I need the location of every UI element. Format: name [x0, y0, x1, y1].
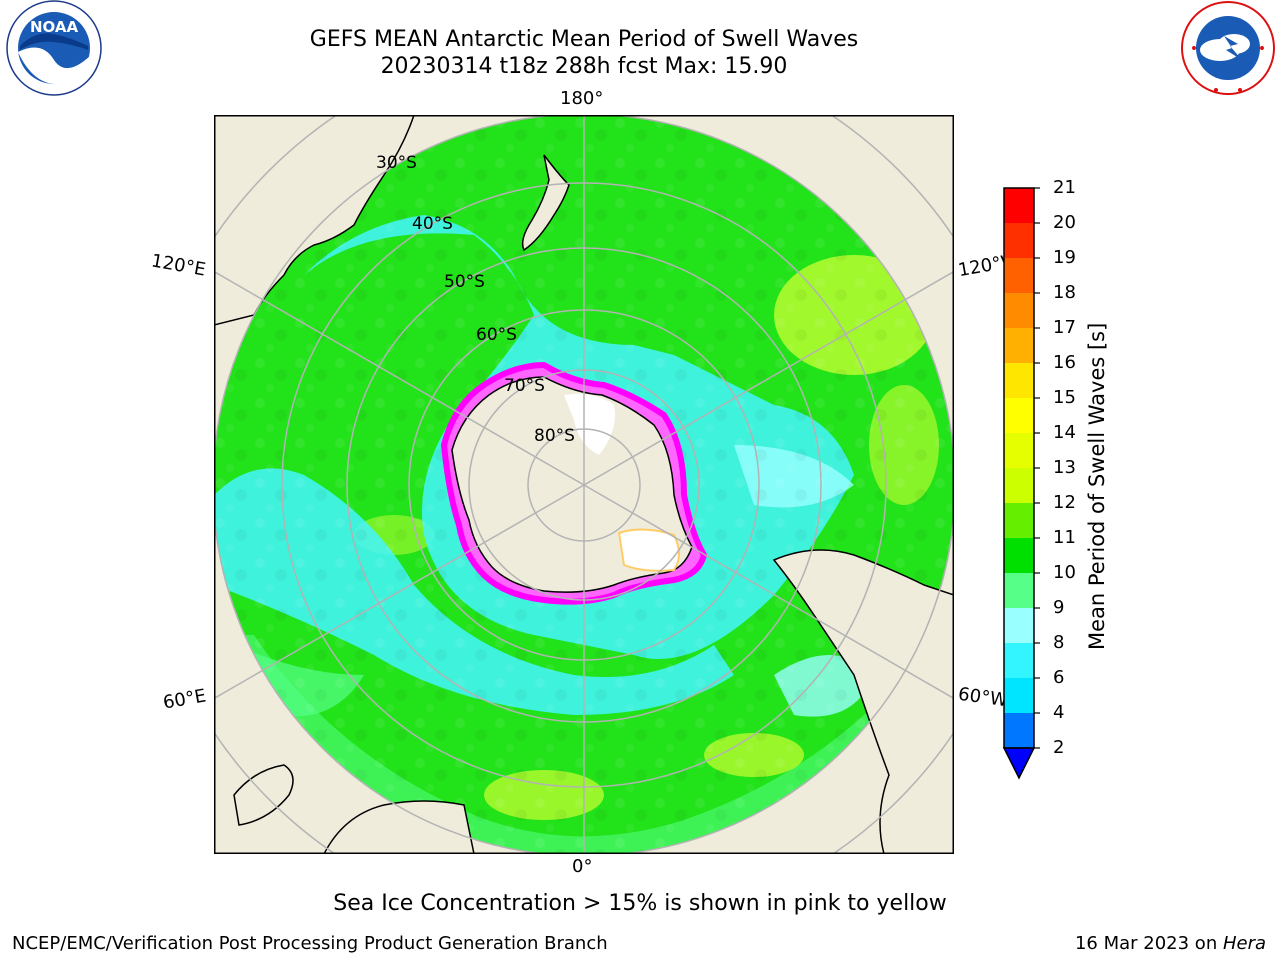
colorbar-segment — [1004, 643, 1034, 678]
noaa-logo-text: NOAA — [30, 18, 79, 36]
lat-label-40s: 40°S — [412, 214, 453, 234]
lon-label-0: 0° — [572, 856, 593, 877]
lat-label-60s: 60°S — [476, 325, 517, 345]
colorbar-tick-label: 14 — [1053, 422, 1076, 443]
colorbar — [990, 180, 1110, 790]
colorbar-segment — [1004, 223, 1034, 258]
credit-host: Hera — [1222, 933, 1266, 954]
colorbar-tick-label: 12 — [1053, 492, 1076, 513]
africa-landmass — [323, 800, 475, 854]
colorbar-tick-label: 10 — [1053, 562, 1076, 583]
colorbar-segment — [1004, 573, 1034, 608]
credit-date-text: 16 Mar 2023 on — [1074, 933, 1223, 954]
colorbar-under-triangle — [1002, 747, 1036, 780]
chart-title: GEFS MEAN Antarctic Mean Period of Swell… — [309, 27, 859, 52]
colorbar-segment — [1004, 433, 1034, 468]
colorbar-segment — [1004, 258, 1034, 293]
lon-label-120e: 120°E — [149, 250, 208, 281]
colorbar-tick-label: 9 — [1053, 597, 1065, 618]
colorbar-tick-label: 18 — [1053, 282, 1076, 303]
colorbar-tick-label: 17 — [1053, 317, 1076, 338]
lat-label-80s: 80°S — [534, 426, 575, 446]
ross-ice-shelf — [564, 393, 615, 455]
graticule — [214, 115, 954, 854]
credit-date: 16 Mar 2023 on Hera — [1075, 933, 1266, 954]
colorbar-tick-label: 8 — [1053, 632, 1065, 653]
colorbar-segment — [1004, 363, 1034, 398]
colorbar-segment — [1004, 188, 1034, 223]
lon-label-60e: 60°E — [161, 685, 208, 714]
colorbar-segment — [1004, 293, 1034, 328]
polar-map: 30°S 40°S 50°S 60°S 70°S 80°S — [214, 115, 954, 854]
south-america-landmass — [772, 549, 954, 854]
colorbar-tick-label: 16 — [1053, 352, 1076, 373]
colorbar-tick-label: 2 — [1053, 737, 1065, 758]
nws-logo — [1176, 0, 1280, 100]
lat-label-50s: 50°S — [444, 272, 485, 292]
map-border — [214, 115, 954, 854]
noaa-logo: NOAA — [2, 0, 106, 100]
colorbar-segment — [1004, 468, 1034, 503]
sea-ice-note: Sea Ice Concentration > 15% is shown in … — [333, 891, 947, 916]
colorbar-segment — [1004, 608, 1034, 643]
weddell-ice-shelf — [617, 528, 680, 572]
colorbar-tick-label: 4 — [1053, 702, 1065, 723]
colorbar-tick-label: 11 — [1053, 527, 1076, 548]
chart-subtitle: 20230314 t18z 288h fcst Max: 15.90 — [380, 54, 788, 79]
colorbar-segment — [1004, 503, 1034, 538]
colorbar-segment — [1004, 713, 1034, 748]
colorbar-segment — [1004, 678, 1034, 713]
lat-label-70s: 70°S — [504, 376, 545, 396]
colorbar-tick-label: 19 — [1053, 247, 1076, 268]
colorbar-tick-label: 13 — [1053, 457, 1076, 478]
colorbar-segment — [1004, 328, 1034, 363]
colorbar-tick-label: 20 — [1053, 212, 1076, 233]
colorbar-segment — [1004, 398, 1034, 433]
credit-branch: NCEP/EMC/Verification Post Processing Pr… — [12, 933, 608, 954]
colorbar-tick-label: 21 — [1053, 177, 1076, 198]
lat-label-30s: 30°S — [376, 153, 417, 173]
lon-label-180: 180° — [560, 88, 604, 109]
madagascar-landmass — [233, 764, 294, 826]
colorbar-tick-label: 6 — [1053, 667, 1065, 688]
colorbar-label: Mean Period of Swell Waves [s] — [1085, 322, 1109, 650]
colorbar-segment — [1004, 538, 1034, 573]
colorbar-tick-label: 15 — [1053, 387, 1076, 408]
